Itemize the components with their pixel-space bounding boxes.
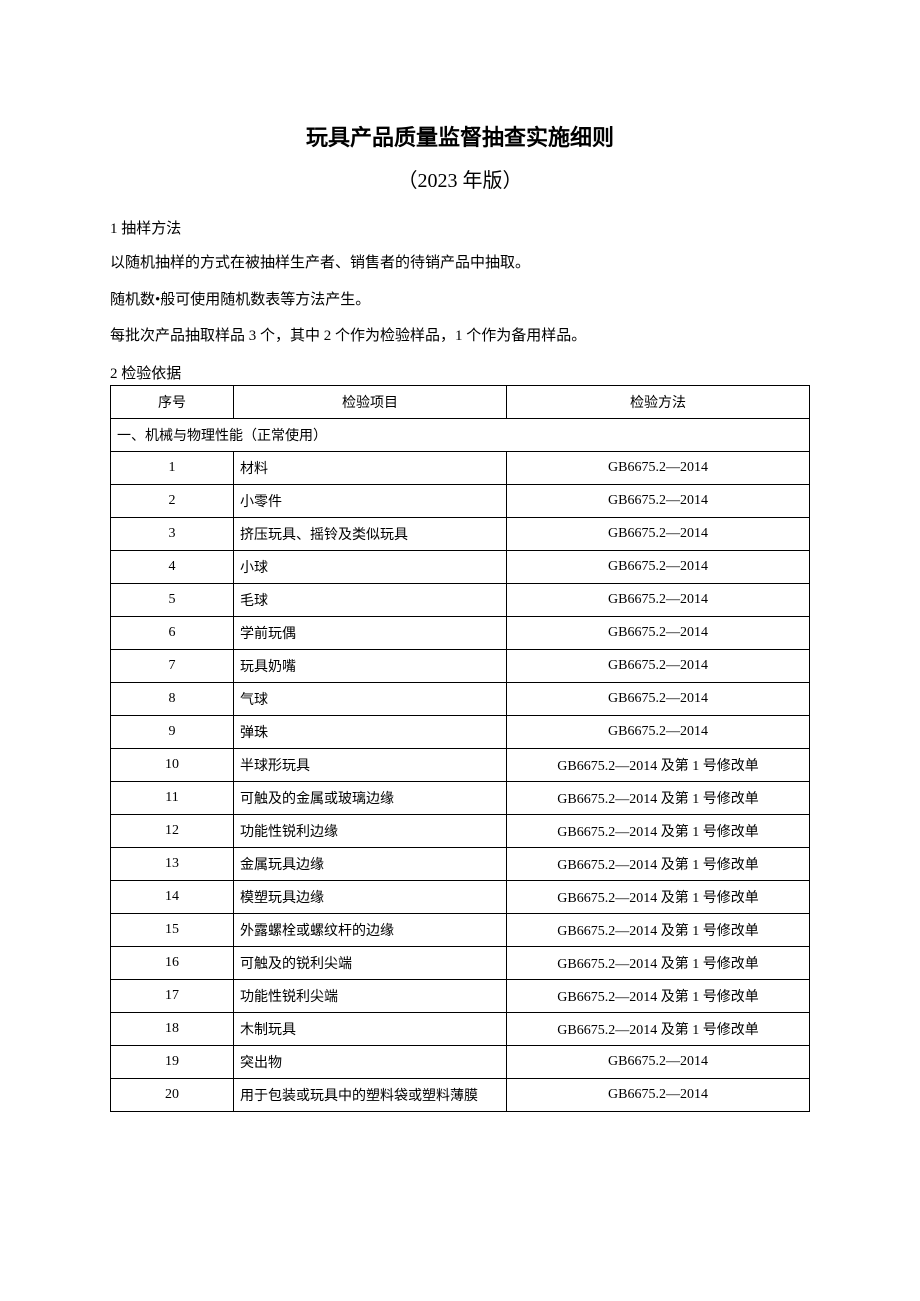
cell-num: 17 — [111, 979, 234, 1012]
cell-item: 毛球 — [234, 583, 507, 616]
table-row: 16可触及的锐利尖端GB6675.2—2014 及第 1 号修改单 — [111, 946, 810, 979]
table-row: 6学前玩偶GB6675.2—2014 — [111, 616, 810, 649]
cell-item: 功能性锐利尖端 — [234, 979, 507, 1012]
cell-num: 6 — [111, 616, 234, 649]
table-row: 1材料GB6675.2—2014 — [111, 451, 810, 484]
section-2-heading: 2 检验依据 — [110, 362, 810, 383]
document-title: 玩具产品质量监督抽查实施细则 — [110, 120, 810, 152]
table-row: 9弹珠GB6675.2—2014 — [111, 715, 810, 748]
cell-item: 金属玩具边缘 — [234, 847, 507, 880]
inspection-table: 序号 检验项目 检验方法 一、机械与物理性能（正常使用） 1材料GB6675.2… — [110, 385, 810, 1112]
cell-num: 15 — [111, 913, 234, 946]
cell-method: GB6675.2—2014 及第 1 号修改单 — [507, 781, 810, 814]
table-row: 14模塑玩具边缘GB6675.2—2014 及第 1 号修改单 — [111, 880, 810, 913]
table-row: 11可触及的金属或玻璃边缘GB6675.2—2014 及第 1 号修改单 — [111, 781, 810, 814]
table-row: 8气球GB6675.2—2014 — [111, 682, 810, 715]
cell-item: 功能性锐利边缘 — [234, 814, 507, 847]
cell-method: GB6675.2—2014 — [507, 1078, 810, 1111]
table-row: 12功能性锐利边缘GB6675.2—2014 及第 1 号修改单 — [111, 814, 810, 847]
document-subtitle: （2023 年版） — [110, 164, 810, 193]
cell-item: 突出物 — [234, 1045, 507, 1078]
cell-num: 5 — [111, 583, 234, 616]
paragraph-2: 随机数•般可使用随机数表等方法产生。 — [110, 289, 810, 312]
cell-num: 9 — [111, 715, 234, 748]
table-row: 18木制玩具GB6675.2—2014 及第 1 号修改单 — [111, 1012, 810, 1045]
cell-item: 气球 — [234, 682, 507, 715]
cell-item: 外露螺栓或螺纹杆的边缘 — [234, 913, 507, 946]
table-header-row: 序号 检验项目 检验方法 — [111, 385, 810, 418]
cell-method: GB6675.2—2014 及第 1 号修改单 — [507, 979, 810, 1012]
cell-num: 14 — [111, 880, 234, 913]
cell-item: 小零件 — [234, 484, 507, 517]
cell-item: 模塑玩具边缘 — [234, 880, 507, 913]
cell-method: GB6675.2—2014 及第 1 号修改单 — [507, 880, 810, 913]
cell-method: GB6675.2—2014 及第 1 号修改单 — [507, 946, 810, 979]
cell-method: GB6675.2—2014 — [507, 715, 810, 748]
cell-item: 用于包装或玩具中的塑料袋或塑料薄膜 — [234, 1078, 507, 1111]
cell-item: 挤压玩具、摇铃及类似玩具 — [234, 517, 507, 550]
paragraph-3: 每批次产品抽取样品 3 个，其中 2 个作为检验样品，1 个作为备用样品。 — [110, 325, 810, 348]
header-item: 检验项目 — [234, 385, 507, 418]
cell-method: GB6675.2—2014 — [507, 550, 810, 583]
cell-method: GB6675.2—2014 — [507, 583, 810, 616]
cell-num: 13 — [111, 847, 234, 880]
table-row: 20用于包装或玩具中的塑料袋或塑料薄膜GB6675.2—2014 — [111, 1078, 810, 1111]
cell-item: 小球 — [234, 550, 507, 583]
table-row: 19突出物GB6675.2—2014 — [111, 1045, 810, 1078]
table-row: 3挤压玩具、摇铃及类似玩具GB6675.2—2014 — [111, 517, 810, 550]
cell-method: GB6675.2—2014 及第 1 号修改单 — [507, 748, 810, 781]
cell-num: 19 — [111, 1045, 234, 1078]
cell-num: 3 — [111, 517, 234, 550]
cell-method: GB6675.2—2014 — [507, 649, 810, 682]
table-row: 5毛球GB6675.2—2014 — [111, 583, 810, 616]
table-row: 7玩具奶嘴GB6675.2—2014 — [111, 649, 810, 682]
cell-method: GB6675.2—2014 及第 1 号修改单 — [507, 814, 810, 847]
cell-method: GB6675.2—2014 — [507, 616, 810, 649]
cell-num: 2 — [111, 484, 234, 517]
cell-item: 玩具奶嘴 — [234, 649, 507, 682]
cell-num: 16 — [111, 946, 234, 979]
cell-num: 8 — [111, 682, 234, 715]
table-row: 13金属玩具边缘GB6675.2—2014 及第 1 号修改单 — [111, 847, 810, 880]
cell-item: 可触及的锐利尖端 — [234, 946, 507, 979]
table-row: 15外露螺栓或螺纹杆的边缘GB6675.2—2014 及第 1 号修改单 — [111, 913, 810, 946]
cell-method: GB6675.2—2014 — [507, 1045, 810, 1078]
cell-item: 弹珠 — [234, 715, 507, 748]
cell-num: 1 — [111, 451, 234, 484]
cell-item: 学前玩偶 — [234, 616, 507, 649]
cell-method: GB6675.2—2014 及第 1 号修改单 — [507, 913, 810, 946]
table-section-label: 一、机械与物理性能（正常使用） — [111, 418, 810, 451]
header-method: 检验方法 — [507, 385, 810, 418]
cell-item: 木制玩具 — [234, 1012, 507, 1045]
section-1-heading: 1 抽样方法 — [110, 217, 810, 238]
cell-method: GB6675.2—2014 及第 1 号修改单 — [507, 1012, 810, 1045]
cell-item: 半球形玩具 — [234, 748, 507, 781]
cell-num: 11 — [111, 781, 234, 814]
cell-method: GB6675.2—2014 — [507, 451, 810, 484]
cell-num: 20 — [111, 1078, 234, 1111]
table-row: 10半球形玩具GB6675.2—2014 及第 1 号修改单 — [111, 748, 810, 781]
document-page: 玩具产品质量监督抽查实施细则 （2023 年版） 1 抽样方法 以随机抽样的方式… — [0, 0, 920, 1172]
cell-num: 4 — [111, 550, 234, 583]
cell-method: GB6675.2—2014 及第 1 号修改单 — [507, 847, 810, 880]
cell-num: 7 — [111, 649, 234, 682]
header-num: 序号 — [111, 385, 234, 418]
cell-method: GB6675.2—2014 — [507, 682, 810, 715]
table-section-row: 一、机械与物理性能（正常使用） — [111, 418, 810, 451]
cell-method: GB6675.2—2014 — [507, 484, 810, 517]
table-row: 4小球GB6675.2—2014 — [111, 550, 810, 583]
cell-method: GB6675.2—2014 — [507, 517, 810, 550]
table-row: 17功能性锐利尖端GB6675.2—2014 及第 1 号修改单 — [111, 979, 810, 1012]
cell-item: 材料 — [234, 451, 507, 484]
cell-num: 18 — [111, 1012, 234, 1045]
table-row: 2小零件GB6675.2—2014 — [111, 484, 810, 517]
cell-num: 12 — [111, 814, 234, 847]
paragraph-1: 以随机抽样的方式在被抽样生产者、销售者的待销产品中抽取。 — [110, 252, 810, 275]
cell-num: 10 — [111, 748, 234, 781]
cell-item: 可触及的金属或玻璃边缘 — [234, 781, 507, 814]
